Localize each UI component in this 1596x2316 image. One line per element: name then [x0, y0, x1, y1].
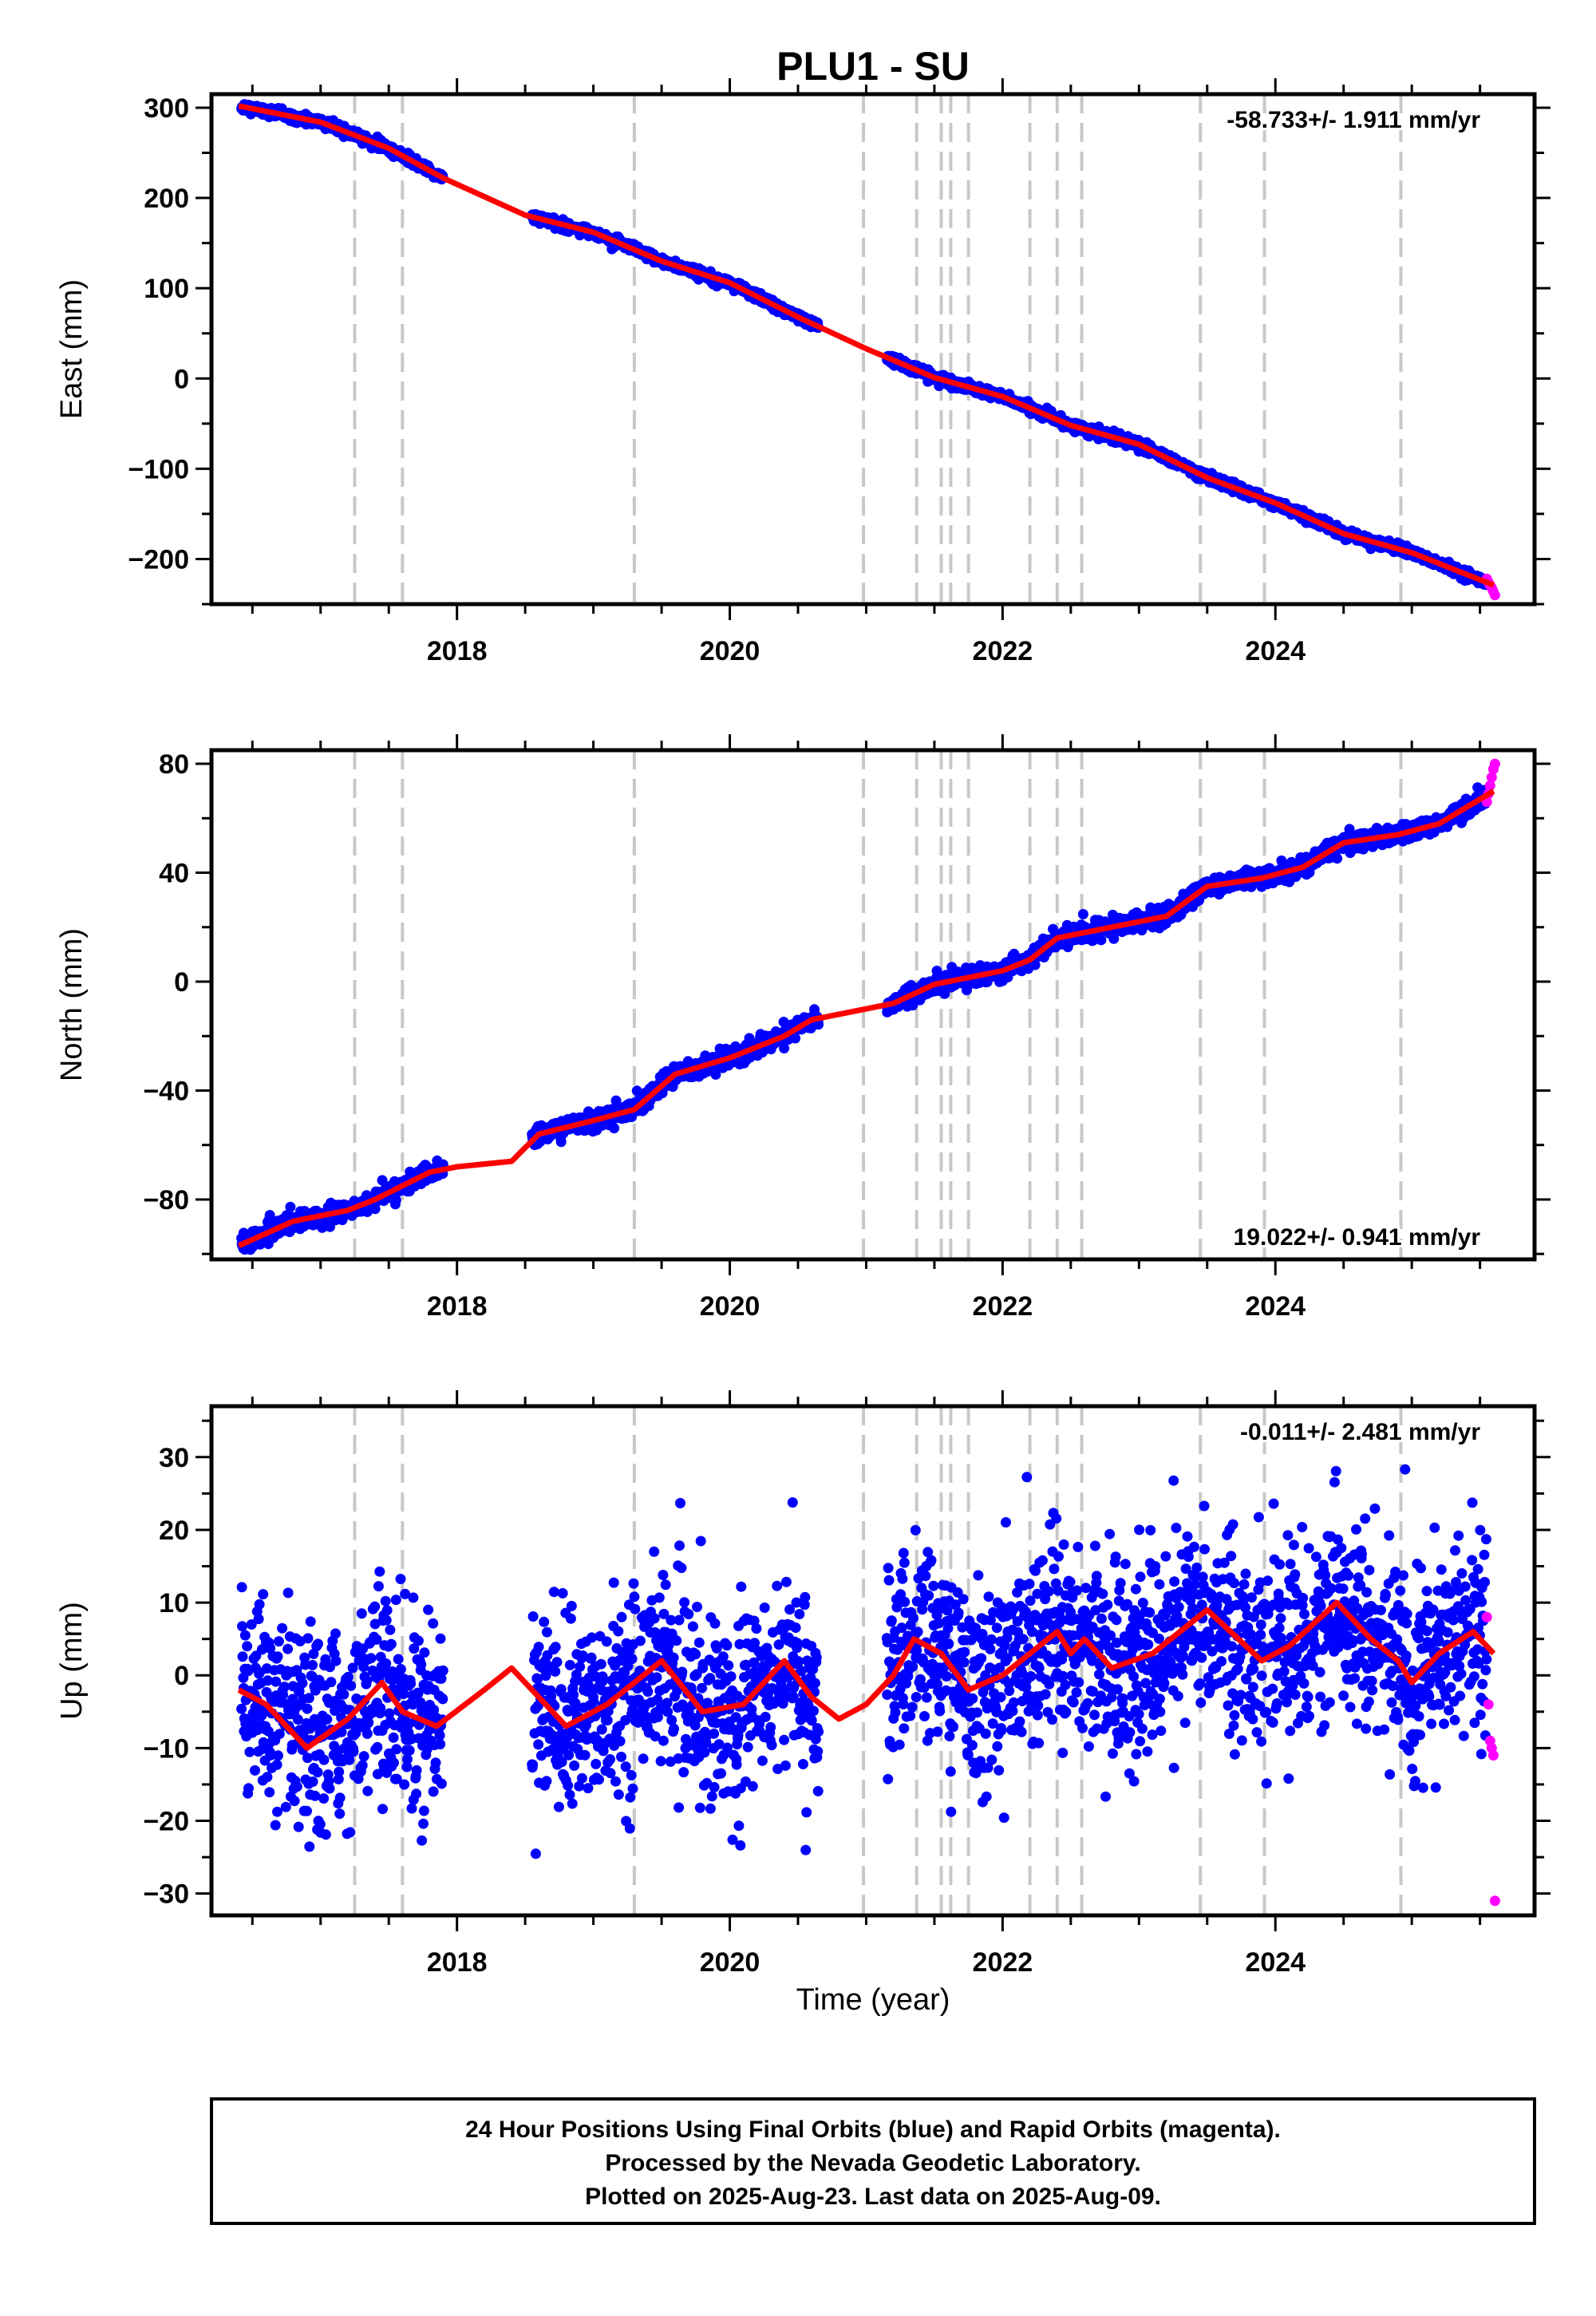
final-orbit-point — [609, 1123, 620, 1134]
y-axis-label: East (mm) — [55, 279, 89, 419]
x-ticks: 2018 2020 2022 2024 — [251, 78, 1482, 666]
panels: 2018 2020 2022 2024 300 200 100 0 −100 −200 East (… — [55, 78, 1551, 1978]
velocity-rate-label: -58.733+/- 1.911 mm/yr — [1227, 107, 1480, 133]
final-orbit-point — [1096, 935, 1107, 946]
final-orbit-point — [390, 1195, 401, 1206]
y-tick-label: −100 — [128, 454, 189, 484]
final-orbit-point — [285, 1201, 296, 1212]
rapid-orbit-point — [1489, 590, 1500, 601]
x-tick-label: 2022 — [973, 636, 1033, 666]
y-tick-label: 100 — [144, 274, 189, 304]
figure-title: PLU1 - SU — [776, 44, 970, 89]
y-tick-label: −200 — [128, 544, 189, 575]
x-tick-label: 2024 — [1245, 636, 1306, 666]
y-ticks: 300 200 100 0 −100 −200 — [128, 93, 1551, 606]
panel-frame — [209, 92, 1537, 607]
final-orbit-point — [1332, 853, 1343, 864]
y-tick-label: 200 — [144, 184, 189, 214]
y-tick-label: 300 — [144, 93, 189, 124]
final-orbit-point — [1077, 909, 1088, 919]
panel-1: 2018 2020 2022 2024 300 200 100 0 −100 −200 East (… — [55, 78, 1551, 666]
model-line — [237, 103, 1495, 588]
x-tick-label: 2018 — [427, 636, 488, 666]
x-tick-label: 2020 — [700, 636, 760, 666]
y-tick-label: 0 — [174, 364, 189, 394]
